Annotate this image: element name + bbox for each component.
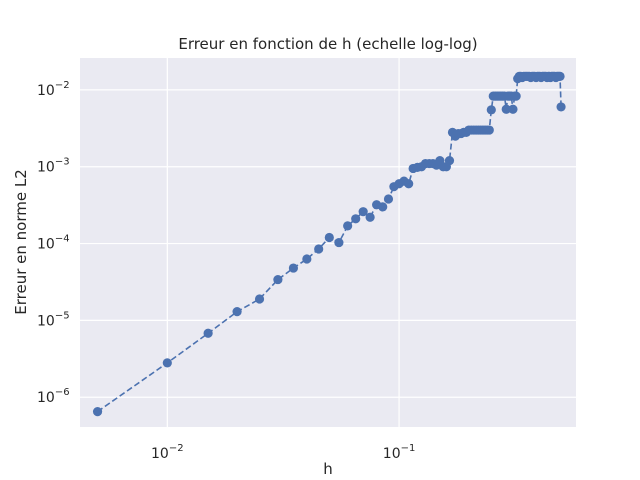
y-tick-label: 10−3: [37, 157, 70, 176]
data-point: [232, 307, 242, 317]
data-points: [92, 71, 566, 417]
data-point: [351, 214, 361, 224]
data-point: [365, 212, 375, 222]
data-point: [378, 202, 388, 212]
data-point: [444, 156, 455, 166]
data-point: [162, 358, 172, 368]
x-tick-label: 10−2: [151, 443, 184, 462]
data-point: [511, 91, 521, 101]
chart-title: Erreur en fonction de h (echelle log-log…: [178, 35, 477, 53]
y-axis-label: Erreur en norme L2: [12, 169, 30, 315]
y-tick-label: 10−4: [37, 234, 70, 253]
data-point: [203, 328, 213, 338]
data-point: [302, 254, 312, 264]
data-point: [486, 105, 496, 115]
data-point: [273, 274, 283, 285]
data-point: [555, 71, 565, 81]
data-point: [288, 263, 299, 273]
data-point: [324, 232, 334, 243]
y-tick-label: 10−6: [37, 387, 70, 406]
data-point: [508, 104, 518, 114]
data-point: [254, 294, 265, 304]
x-axis-label: h: [323, 460, 333, 478]
y-tick-label: 10−5: [37, 310, 70, 329]
y-gridlines: [80, 89, 576, 398]
y-tick-label: 10−2: [37, 80, 70, 99]
x-tick-label: 10−1: [383, 443, 416, 462]
data-point: [404, 179, 414, 189]
data-point: [484, 125, 494, 135]
data-point: [314, 244, 324, 254]
x-tick-labels: 10−2 10−1: [151, 443, 415, 462]
data-point: [358, 207, 368, 217]
data-point: [334, 237, 344, 248]
data-point: [556, 102, 566, 112]
data-point: [92, 407, 103, 417]
data-point: [501, 104, 511, 114]
y-tick-labels: 10−6 10−5 10−4 10−3 10−2: [37, 80, 70, 406]
data-point: [343, 221, 353, 231]
plot-background: [80, 58, 576, 427]
data-point: [383, 194, 394, 204]
